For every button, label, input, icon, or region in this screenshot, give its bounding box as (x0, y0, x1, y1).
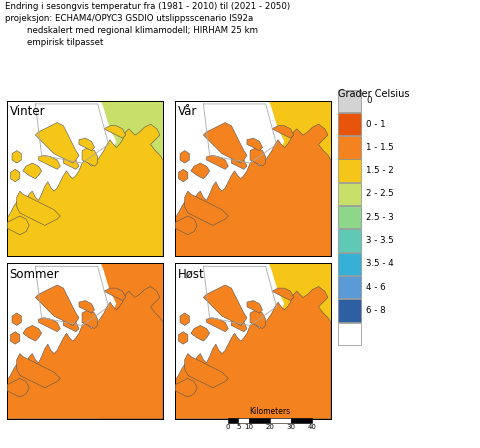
Polygon shape (191, 325, 210, 341)
Polygon shape (179, 332, 188, 344)
Polygon shape (104, 126, 126, 138)
Polygon shape (231, 319, 247, 332)
Polygon shape (247, 301, 263, 313)
Text: 1 - 1.5: 1 - 1.5 (366, 143, 394, 152)
Text: 0: 0 (366, 96, 372, 105)
Polygon shape (101, 263, 163, 419)
Polygon shape (204, 285, 247, 325)
Text: 10: 10 (244, 424, 253, 430)
Polygon shape (250, 310, 265, 328)
Text: 20: 20 (265, 424, 275, 430)
Polygon shape (247, 138, 263, 151)
Text: Kilometers: Kilometers (250, 407, 290, 416)
Text: 3 - 3.5: 3 - 3.5 (366, 236, 394, 245)
Polygon shape (175, 287, 331, 419)
Polygon shape (185, 191, 228, 225)
Polygon shape (179, 169, 188, 182)
Polygon shape (185, 353, 228, 388)
Polygon shape (206, 318, 228, 332)
Polygon shape (272, 126, 294, 138)
Polygon shape (23, 163, 42, 179)
Polygon shape (79, 138, 95, 151)
Polygon shape (250, 147, 265, 166)
Polygon shape (63, 319, 79, 332)
Polygon shape (82, 147, 97, 166)
Polygon shape (7, 287, 163, 419)
Polygon shape (11, 169, 20, 182)
Polygon shape (269, 101, 331, 256)
Polygon shape (7, 216, 29, 235)
Text: 4 - 6: 4 - 6 (366, 283, 386, 292)
Polygon shape (101, 101, 163, 256)
Polygon shape (231, 157, 247, 169)
Text: 6 - 8: 6 - 8 (366, 306, 386, 315)
Text: 1.5 - 2: 1.5 - 2 (366, 166, 394, 175)
Text: 2.5 - 3: 2.5 - 3 (366, 213, 394, 222)
Polygon shape (180, 151, 190, 163)
Text: 2 - 2.5: 2 - 2.5 (366, 190, 394, 198)
Polygon shape (12, 313, 22, 325)
Polygon shape (175, 216, 197, 235)
Polygon shape (204, 123, 247, 163)
Polygon shape (180, 313, 190, 325)
Text: Vår: Vår (178, 105, 197, 118)
Polygon shape (23, 325, 42, 341)
Polygon shape (38, 318, 60, 332)
Polygon shape (17, 353, 60, 388)
Text: 0: 0 (226, 424, 230, 430)
Polygon shape (79, 301, 95, 313)
Polygon shape (269, 263, 331, 419)
Polygon shape (272, 288, 294, 301)
Polygon shape (38, 155, 60, 169)
Polygon shape (63, 157, 79, 169)
Polygon shape (17, 191, 60, 225)
Polygon shape (206, 155, 228, 169)
Text: Grader Celsius: Grader Celsius (338, 90, 410, 99)
Polygon shape (7, 124, 163, 256)
Text: 5: 5 (236, 424, 240, 430)
Polygon shape (7, 379, 29, 397)
Polygon shape (36, 123, 79, 163)
Polygon shape (11, 332, 20, 344)
Text: Sommer: Sommer (10, 268, 60, 281)
Text: 0 - 1: 0 - 1 (366, 120, 386, 129)
Polygon shape (82, 310, 97, 328)
Polygon shape (191, 163, 210, 179)
Text: 3.5 - 4: 3.5 - 4 (366, 259, 394, 268)
Polygon shape (104, 288, 126, 301)
Text: 40: 40 (308, 424, 316, 430)
Polygon shape (175, 124, 331, 256)
Text: Vinter: Vinter (10, 105, 45, 118)
Text: Høst: Høst (178, 268, 204, 281)
Polygon shape (12, 151, 22, 163)
Polygon shape (175, 379, 197, 397)
Text: 30: 30 (287, 424, 296, 430)
Text: Endring i sesongvis temperatur fra (1981 - 2010) til (2021 - 2050)
projeksjon: E: Endring i sesongvis temperatur fra (1981… (5, 2, 290, 47)
Polygon shape (36, 285, 79, 325)
